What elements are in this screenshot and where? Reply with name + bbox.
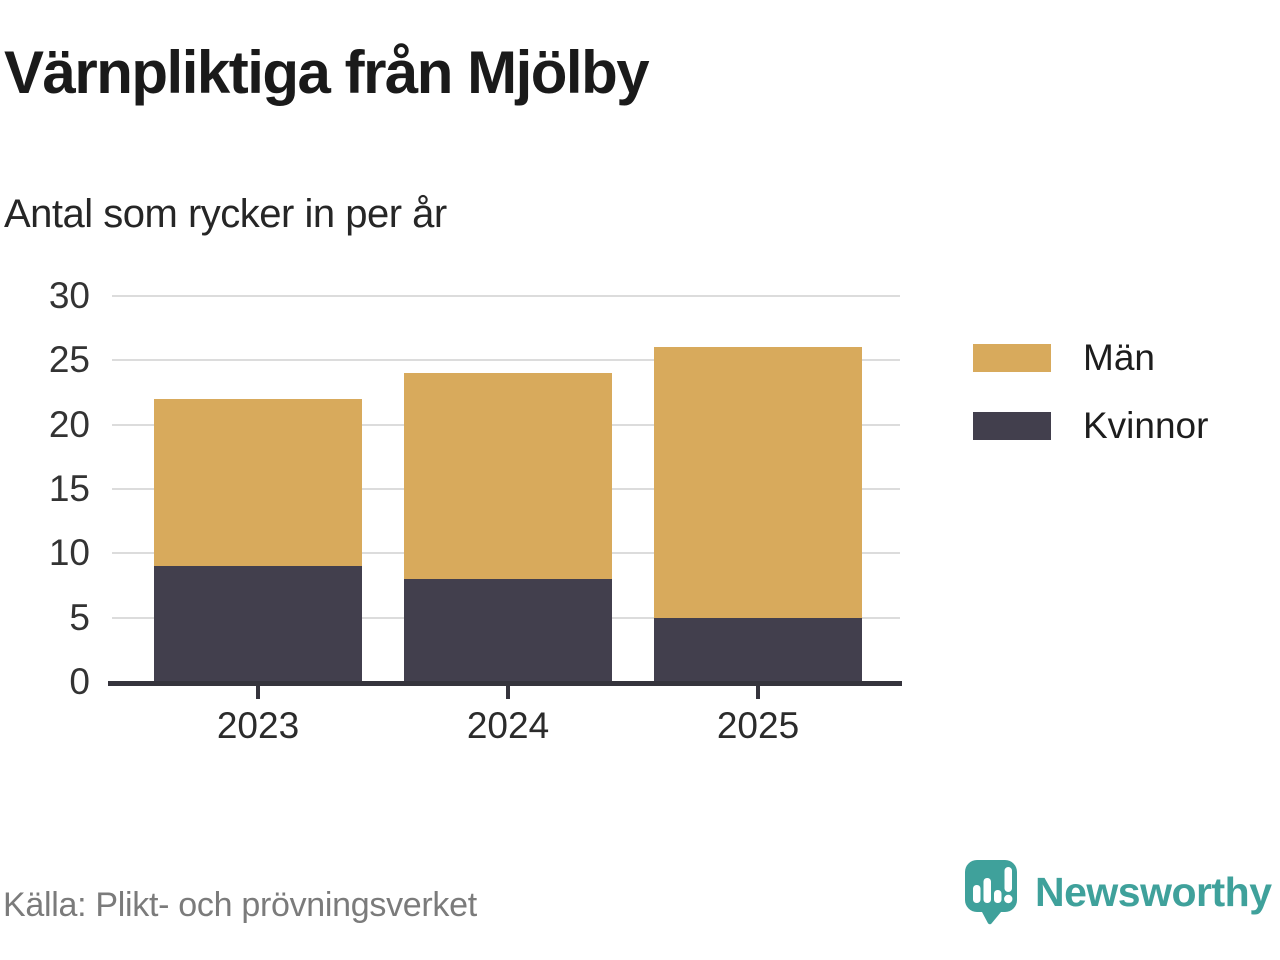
legend-item-kvinnor: Kvinnor bbox=[973, 406, 1208, 446]
newsworthy-icon bbox=[965, 860, 1017, 925]
x-axis-label: 2024 bbox=[466, 705, 550, 746]
newsworthy-logo[interactable]: Newsworthy bbox=[963, 858, 1272, 926]
legend-item-män: Män bbox=[973, 338, 1208, 378]
bar-segment-män bbox=[654, 347, 862, 618]
source-note: Källa: Plikt- och prövningsverket bbox=[3, 886, 477, 924]
x-axis-line bbox=[108, 681, 902, 686]
legend-swatch bbox=[973, 412, 1051, 440]
bar-segment-män bbox=[154, 398, 362, 567]
gridline bbox=[112, 295, 900, 297]
y-axis-label: 10 bbox=[48, 532, 90, 574]
legend-label: Kvinnor bbox=[1083, 405, 1209, 446]
gridline bbox=[112, 359, 900, 362]
y-axis-label: 15 bbox=[48, 468, 90, 509]
x-axis-tick bbox=[256, 686, 260, 699]
bar-segment-kvinnor bbox=[404, 579, 612, 682]
y-axis-label: 0 bbox=[69, 661, 90, 702]
x-axis-label: 2025 bbox=[716, 705, 800, 746]
newsworthy-wordmark: Newsworthy bbox=[1035, 868, 1272, 915]
chart-subtitle: Antal som rycker in per år bbox=[4, 192, 447, 236]
legend-swatch bbox=[973, 344, 1051, 372]
chart-title: Värnpliktiga från Mjölby bbox=[4, 39, 650, 106]
x-axis-label: 2023 bbox=[216, 705, 300, 746]
y-axis-label: 5 bbox=[69, 596, 90, 638]
y-axis-label: 25 bbox=[48, 339, 90, 381]
y-axis-label: 30 bbox=[48, 275, 90, 316]
bar-segment-kvinnor bbox=[154, 566, 362, 682]
legend-label: Män bbox=[1083, 337, 1155, 378]
bar-segment-kvinnor bbox=[654, 617, 862, 682]
y-axis-label: 20 bbox=[48, 403, 90, 445]
x-axis-tick bbox=[506, 686, 510, 699]
x-axis-tick bbox=[756, 686, 760, 699]
bar-segment-män bbox=[404, 373, 612, 580]
chart-legend: Män Kvinnor bbox=[973, 338, 1208, 446]
